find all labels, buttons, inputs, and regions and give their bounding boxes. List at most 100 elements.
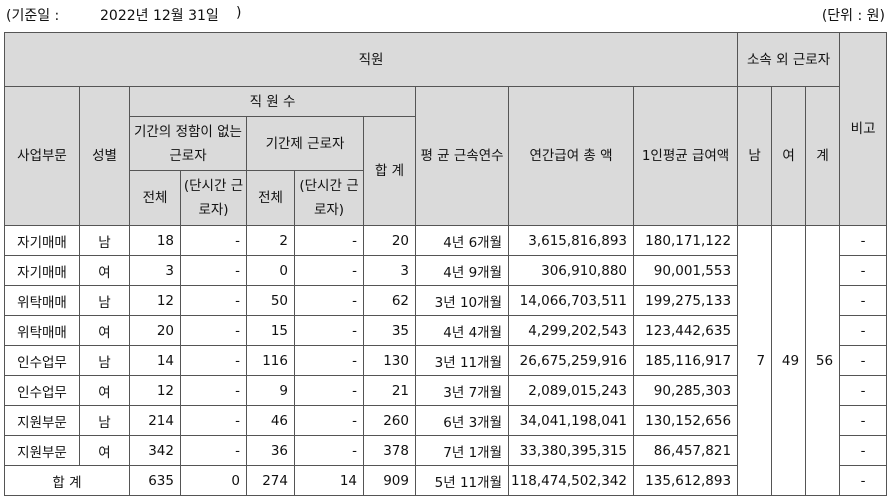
remarks-header: 비고: [839, 32, 888, 226]
headcount-header: 직 원 수: [129, 86, 416, 117]
permanent-part-time-cell: -: [180, 405, 247, 436]
permanent-total-cell: 20: [129, 315, 181, 346]
gender-cell: 남: [79, 225, 130, 256]
permanent-part-time-cell: -: [180, 345, 247, 376]
headcount-total-cell: 20: [363, 225, 416, 256]
employees-header: 직원: [3, 32, 739, 87]
avg-pay-cell: 86,457,821: [632, 435, 739, 466]
contract-part-time-cell: -: [294, 315, 364, 346]
avg-pay-header: 1인평균 급여액: [632, 86, 739, 226]
tenure-cell: 3년 7개월: [415, 375, 509, 406]
division-cell: 지원부문: [4, 435, 80, 466]
avg-pay-cell: 180,171,122: [632, 225, 739, 256]
totals-permanent-part-time: 0: [180, 465, 247, 496]
permanent-header: 기간의 정함이 없는 근로자: [129, 116, 247, 171]
contract-part-time-cell: -: [294, 225, 364, 256]
reference-date-close: ): [236, 5, 242, 21]
tenure-cell: 6년 3개월: [415, 405, 509, 436]
table-row: 위탁매매 남 12 - 50 - 62 3년 10개월 14,066,703,5…: [4, 285, 888, 316]
headcount-total-cell: 62: [363, 285, 416, 316]
table-row: 인수업무 여 12 - 9 - 21 3년 7개월 2,089,015,243 …: [4, 375, 888, 406]
headcount-total-cell: 35: [363, 315, 416, 346]
contract-all-header: 전체: [246, 170, 295, 226]
outside-workers-header: 소속 외 근로자: [737, 32, 841, 87]
table-row: 자기매매 남 18 - 2 - 20 4년 6개월 3,615,816,893 …: [4, 225, 888, 496]
contract-total-cell: 9: [246, 375, 295, 406]
contract-part-time-header: (단시간 근로자): [294, 170, 364, 226]
table-row: 지원부문 여 342 - 36 - 378 7년 1개월 33,380,395,…: [4, 435, 888, 466]
avg-pay-cell: 90,001,553: [632, 255, 739, 286]
annual-pay-header: 연간급여 총 액: [508, 86, 634, 226]
totals-label: 합 계: [4, 465, 130, 496]
totals-annual-pay: 118,474,502,342: [508, 465, 634, 496]
tenure-cell: 4년 6개월: [415, 225, 509, 256]
employee-status-table: 직원 소속 외 근로자 비고 사업부문 성별 직 원 수 평 균 근속연수 연간…: [3, 32, 888, 496]
remark-cell: -: [839, 435, 888, 466]
totals-contract-part-time: 14: [294, 465, 364, 496]
totals-permanent-total: 635: [129, 465, 181, 496]
avg-pay-cell: 90,285,303: [632, 375, 739, 406]
avg-tenure-header: 평 균 근속연수: [415, 86, 509, 226]
table-row: 위탁매매 여 20 - 15 - 35 4년 4개월 4,299,202,543…: [4, 315, 888, 346]
gender-cell: 여: [79, 255, 130, 286]
totals-avg-pay: 135,612,893: [632, 465, 739, 496]
permanent-total-cell: 3: [129, 255, 181, 286]
totals-row: 합 계 635 0 274 14 909 5년 11개월 118,474,502…: [4, 465, 888, 496]
totals-remark: -: [839, 465, 888, 496]
contract-part-time-cell: -: [294, 405, 364, 436]
table-row: 자기매매 여 3 - 0 - 3 4년 9개월 306,910,880 90,0…: [4, 255, 888, 286]
annual-pay-cell: 14,066,703,511: [508, 285, 634, 316]
division-cell: 자기매매: [4, 255, 80, 286]
contract-total-cell: 116: [246, 345, 295, 376]
permanent-total-cell: 214: [129, 405, 181, 436]
outside-female-header: 여: [771, 86, 807, 226]
gender-header: 성별: [79, 86, 130, 226]
permanent-part-time-header: (단시간 근로자): [180, 170, 247, 226]
division-cell: 위탁매매: [4, 285, 80, 316]
annual-pay-cell: 306,910,880: [508, 255, 634, 286]
outside-total-cell: 56: [805, 225, 841, 496]
contract-total-cell: 36: [246, 435, 295, 466]
gender-cell: 남: [79, 285, 130, 316]
outside-male-cell: 7: [737, 225, 773, 496]
gender-cell: 여: [79, 315, 130, 346]
gender-cell: 여: [79, 435, 130, 466]
totals-headcount: 909: [363, 465, 416, 496]
remark-cell: -: [839, 405, 888, 436]
headcount-total-cell: 378: [363, 435, 416, 466]
annual-pay-cell: 2,089,015,243: [508, 375, 634, 406]
permanent-total-cell: 12: [129, 285, 181, 316]
contract-part-time-cell: -: [294, 375, 364, 406]
remark-cell: -: [839, 255, 888, 286]
permanent-total-cell: 342: [129, 435, 181, 466]
gender-cell: 남: [79, 345, 130, 376]
permanent-total-cell: 12: [129, 375, 181, 406]
headcount-total-cell: 260: [363, 405, 416, 436]
contract-part-time-cell: -: [294, 345, 364, 376]
reference-date: 2022년 12월 31일: [100, 8, 219, 24]
remark-cell: -: [839, 315, 888, 346]
permanent-part-time-cell: -: [180, 435, 247, 466]
remark-cell: -: [839, 375, 888, 406]
division-cell: 인수업무: [4, 345, 80, 376]
avg-pay-cell: 185,116,917: [632, 345, 739, 376]
contract-total-cell: 50: [246, 285, 295, 316]
contract-total-cell: 46: [246, 405, 295, 436]
division-header: 사업부문: [4, 86, 80, 226]
annual-pay-cell: 3,615,816,893: [508, 225, 634, 256]
permanent-part-time-cell: -: [180, 315, 247, 346]
permanent-total-cell: 14: [129, 345, 181, 376]
contract-total-cell: 0: [246, 255, 295, 286]
avg-pay-cell: 199,275,133: [632, 285, 739, 316]
division-cell: 인수업무: [4, 375, 80, 406]
totals-tenure: 5년 11개월: [415, 465, 509, 496]
tenure-cell: 4년 4개월: [415, 315, 509, 346]
unit-label: (단위 : 원): [821, 8, 885, 24]
permanent-part-time-cell: -: [180, 375, 247, 406]
remark-cell: -: [839, 345, 888, 376]
contract-total-cell: 2: [246, 225, 295, 256]
tenure-cell: 3년 11개월: [415, 345, 509, 376]
annual-pay-cell: 26,675,259,916: [508, 345, 634, 376]
remark-cell: -: [839, 225, 888, 256]
reference-date-label: (기준일 :: [6, 8, 60, 24]
